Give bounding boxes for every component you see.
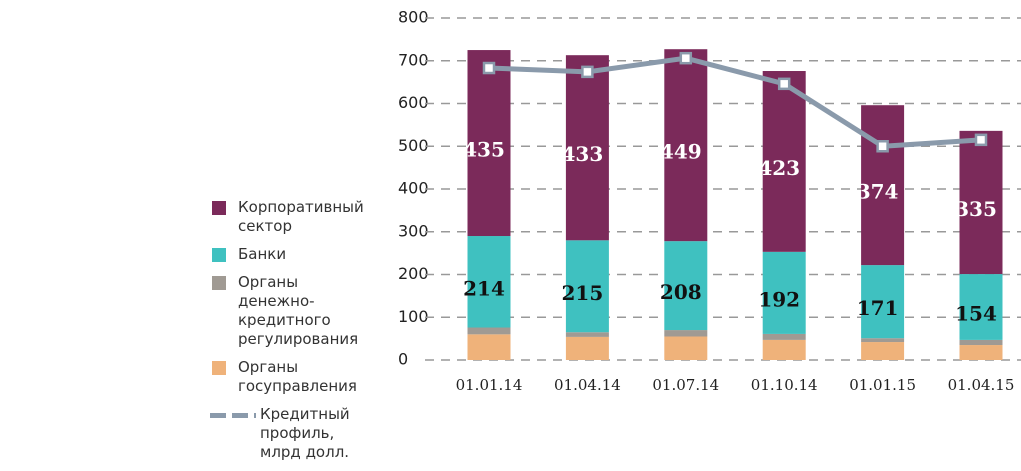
- data-label: 214: [463, 276, 505, 300]
- data-label: 154: [955, 301, 997, 325]
- bar-segment: [565, 55, 609, 241]
- x-tick-label: 01.10.14: [751, 376, 818, 394]
- y-tick-label: 600: [398, 93, 429, 112]
- legend-item: Органы денежно-кредитного регулирования: [210, 273, 370, 349]
- line-marker: [482, 61, 496, 75]
- legend-symbol: [212, 276, 226, 290]
- bar-segment: [959, 130, 1003, 275]
- bar-segment: [664, 241, 708, 331]
- data-label: 423: [758, 156, 800, 180]
- legend-item: Кредитный профиль, млрд долл.: [210, 405, 370, 462]
- y-tick-label: 0: [398, 350, 408, 369]
- bar-segment: [565, 332, 609, 337]
- data-label: 208: [660, 280, 702, 304]
- bar-segment: [664, 336, 708, 360]
- x-tick-label: 01.04.14: [554, 376, 621, 394]
- y-tick-label: 400: [398, 179, 429, 198]
- bar-segment: [762, 339, 806, 360]
- bar-segment: [762, 251, 806, 334]
- data-label: 215: [562, 281, 604, 305]
- legend-item: Органы госуправления: [210, 358, 370, 396]
- bar-segment: [467, 236, 511, 328]
- bar-segment: [861, 342, 905, 360]
- x-tick-label: 01.01.15: [849, 376, 916, 394]
- data-label: 335: [955, 197, 997, 221]
- y-tick-label: 800: [398, 8, 429, 27]
- bar-segment: [959, 339, 1003, 346]
- legend-symbol: [210, 413, 256, 418]
- data-label: 374: [857, 180, 899, 204]
- bar-segment: [762, 71, 806, 252]
- legend-symbol: [212, 361, 226, 375]
- legend-symbol: [212, 201, 226, 215]
- data-label: 449: [660, 140, 702, 164]
- x-tick-label: 01.04.15: [948, 376, 1015, 394]
- line-marker: [876, 140, 889, 153]
- bar-segment: [762, 333, 806, 340]
- bar-segment: [861, 265, 905, 339]
- legend-label: Корпоративный сектор: [238, 198, 364, 235]
- bar-segment: [467, 334, 511, 360]
- x-tick-label: 01.01.14: [456, 376, 523, 394]
- page: 0 100 200 300 400 500 600 700 800 01.01.14 214 435 0…: [210, 7, 1021, 461]
- legend-item: Корпоративный сектор: [210, 198, 370, 236]
- bar-segment: [565, 336, 609, 360]
- line-marker: [581, 65, 594, 79]
- bar-segment: [959, 345, 1003, 360]
- bar-segment: [664, 49, 708, 242]
- y-tick-label: 700: [398, 50, 429, 69]
- data-label: 435: [463, 138, 505, 162]
- y-tick-label: 100: [398, 307, 429, 326]
- legend-symbol: [212, 248, 226, 262]
- y-tick-label: 500: [398, 136, 429, 155]
- data-label: 171: [857, 296, 899, 320]
- y-tick-label: 300: [398, 221, 429, 240]
- legend-label: Банки: [238, 245, 287, 263]
- line-marker: [777, 77, 791, 91]
- line-marker: [679, 51, 693, 65]
- bar-segment: [861, 338, 905, 343]
- x-tick-label: 01.07.14: [652, 376, 719, 394]
- legend: Корпоративный сектор Банки Органы денежно-…: [210, 198, 370, 471]
- bar-segment: [664, 330, 708, 337]
- data-label: 433: [562, 142, 604, 166]
- bar-segment: [467, 50, 511, 237]
- chart: 0 100 200 300 400 500 600 700 800 01.01.14 214 435 0…: [398, 8, 1021, 394]
- data-label: 192: [758, 287, 800, 311]
- legend-item: Банки: [210, 245, 370, 264]
- line: [488, 55, 982, 149]
- y-tick-label: 200: [398, 264, 429, 283]
- bar-segment: [861, 105, 905, 266]
- line-marker: [974, 133, 988, 147]
- bar-segment: [565, 240, 609, 333]
- bar-segment: [467, 327, 511, 335]
- legend-label: Органы денежно-кредитного регулирования: [238, 273, 359, 348]
- legend-label: Кредитный профиль, млрд долл.: [260, 405, 350, 461]
- legend-label: Органы госуправления: [238, 358, 357, 395]
- bar-segment: [959, 274, 1003, 340]
